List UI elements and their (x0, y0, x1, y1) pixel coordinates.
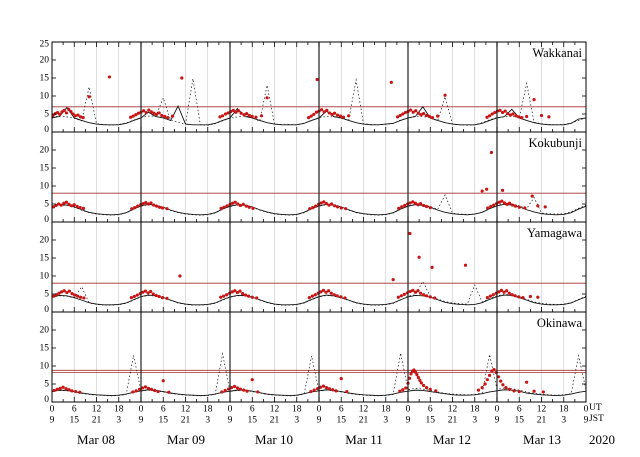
panel-label-okinawa: Okinawa (536, 316, 582, 330)
date-label-mar09: Mar 09 (167, 432, 205, 447)
panel-label-yamagawa: Yamagawa (527, 226, 582, 240)
panel-label-wakkanai: Wakkanai (532, 46, 582, 60)
timezone-jst-label: JST (589, 414, 604, 424)
date-label-mar13: Mar 13 (523, 432, 561, 447)
date-label-mar08: Mar 08 (77, 432, 115, 447)
date-label-mar11: Mar 11 (345, 432, 383, 447)
timezone-ut-label: UT (589, 403, 602, 413)
panel-label-kokubunji: Kokubunji (528, 136, 582, 150)
year-label: 2020 (589, 432, 615, 447)
date-label-mar10: Mar 10 (255, 432, 293, 447)
date-label-mar12: Mar 12 (433, 432, 471, 447)
